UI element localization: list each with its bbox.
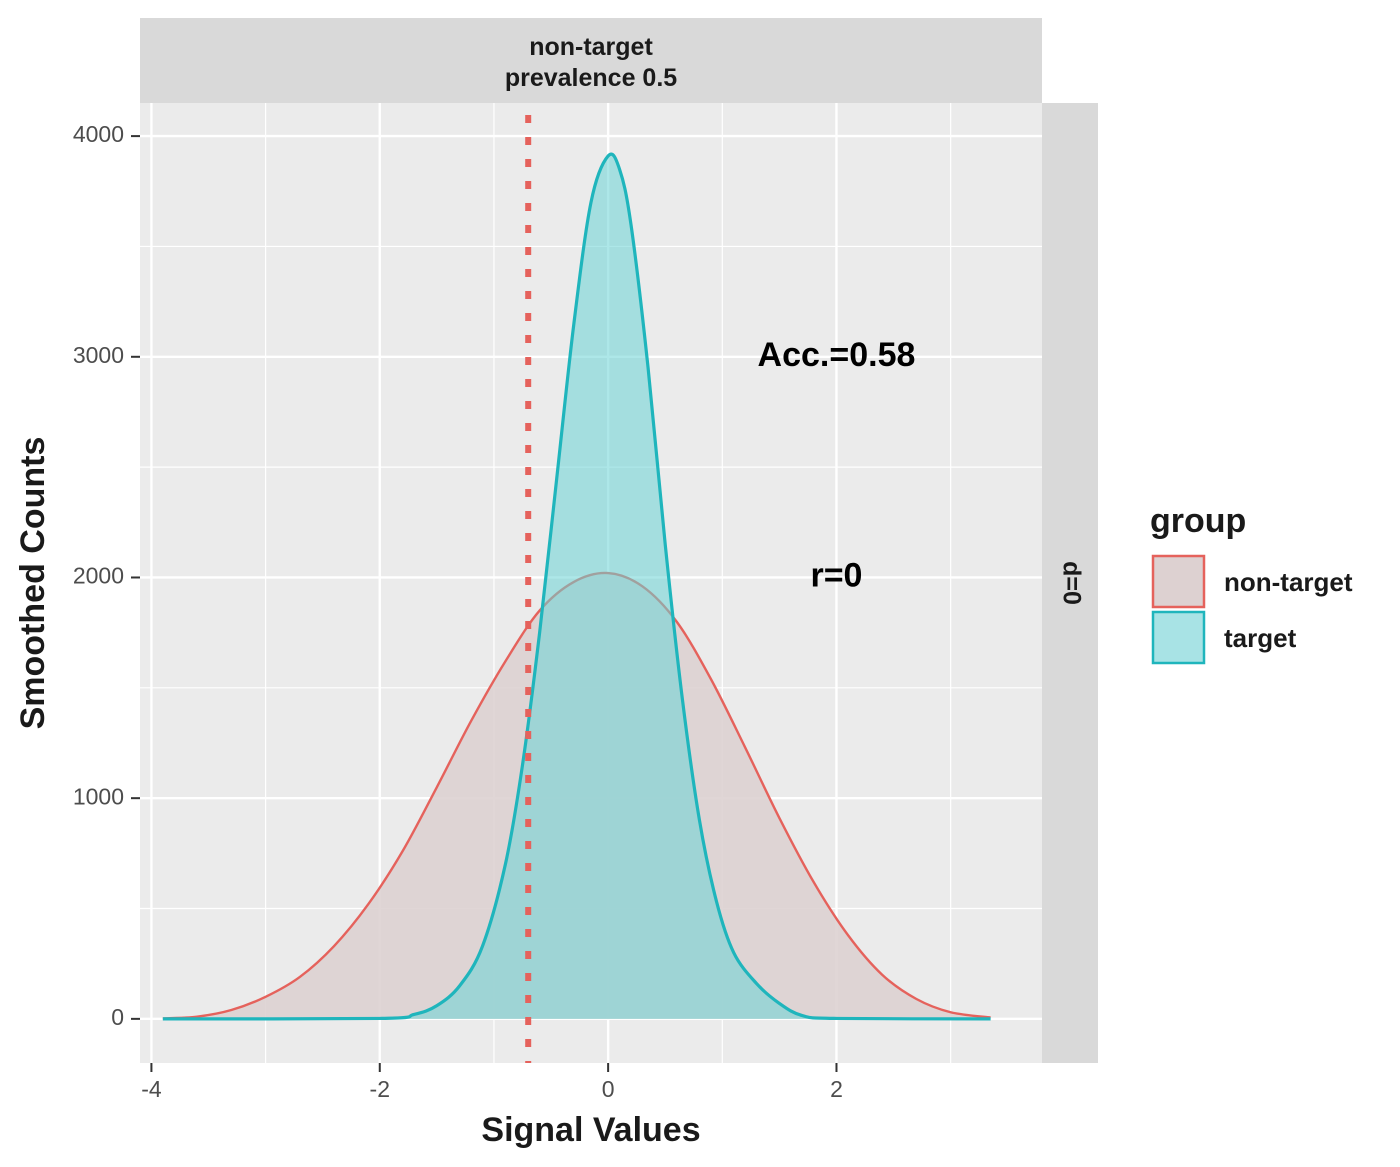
x-tick-label: -2 [370,1076,390,1102]
x-tick-label: 2 [830,1076,843,1102]
x-axis-title: Signal Values [481,1111,700,1149]
legend-key-target [1151,610,1206,665]
y-axis-title: Smoothed Counts [14,437,52,730]
facet-strip-top [140,18,1042,103]
annotation-0: Acc.=0.58 [758,336,916,374]
legend-title: group [1150,502,1246,540]
x-tick-label: -4 [141,1076,162,1102]
x-axis: -4 -2 0 2 [141,1063,843,1102]
y-tick-label: 2000 [73,563,124,589]
y-tick-label: 0 [111,1004,124,1030]
x-tick-label: 0 [602,1076,615,1102]
annotation-layer: Acc.=0.58 r=0 [758,336,916,595]
legend-label-non-target: non-target [1224,567,1353,597]
legend-label-target: target [1224,623,1297,653]
y-tick-label: 3000 [73,342,124,368]
facet-strip-right-label: d=0 [1057,561,1085,605]
y-axis: 0 1000 2000 3000 4000 [73,121,140,1030]
legend: group non-target target [1150,502,1353,665]
legend-key-non-target [1151,554,1206,609]
density-area-target [162,154,991,1019]
facet-strip-top-line1: non-target [529,33,653,61]
density-line-target [162,152,991,1021]
annotation-1: r=0 [810,556,862,594]
facet-strip-top-line2: prevalence 0.5 [505,64,677,92]
series-layer [162,152,991,1021]
y-tick-label: 1000 [73,783,124,809]
facet-strip-right [1042,103,1098,1063]
y-tick-label: 4000 [73,121,124,147]
